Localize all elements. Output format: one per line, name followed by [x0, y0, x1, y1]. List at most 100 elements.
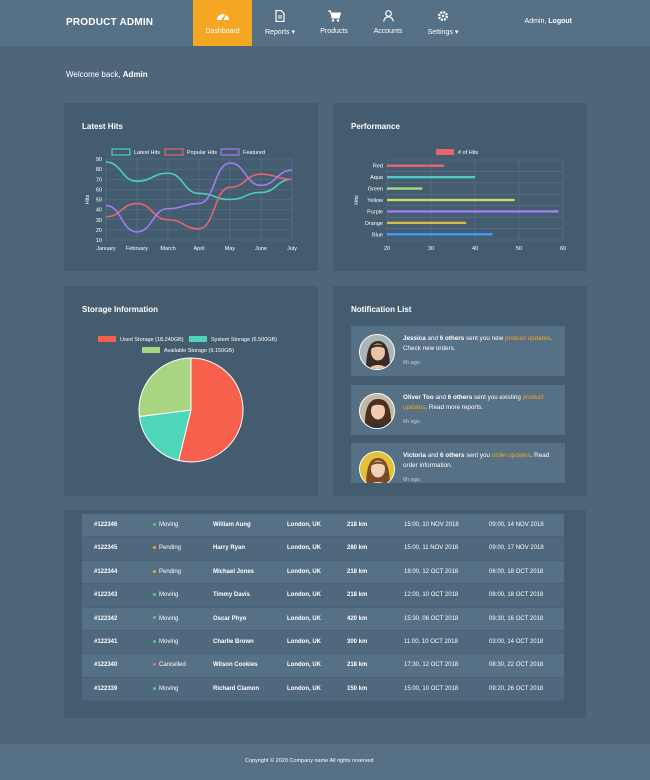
y-tick-label: 70: [96, 177, 102, 183]
welcome-name: Admin: [122, 70, 148, 79]
cell-end: 06:00, 18 OCT 2018: [489, 568, 544, 575]
orders-panel: #122346 Moving William Aung London, UK 218 k…: [64, 510, 586, 718]
table-row[interactable]: #122341 Moving Charlie Brown London, UK 300 …: [82, 630, 564, 655]
x-tick-label: 50: [516, 246, 522, 252]
notification-item[interactable]: Oliver Too and 6 others sent you existin…: [351, 385, 565, 435]
cell-location: London, UK: [287, 638, 321, 645]
user-name: Admin,: [524, 18, 547, 25]
cell-distance: 218 km: [347, 592, 368, 599]
table-row[interactable]: #122339 Moving Richard Clamon London, UK 150…: [82, 677, 564, 702]
x-tick-label: 60: [560, 246, 566, 252]
y-tick-label: 50: [96, 198, 102, 204]
brand-title[interactable]: PRODUCT ADMIN: [66, 17, 154, 28]
nav-reports[interactable]: Reports ▾: [256, 0, 304, 46]
y-tick-label: 40: [96, 208, 102, 214]
cell-distance: 218 km: [347, 662, 368, 669]
nav-settings[interactable]: Settings ▾: [420, 0, 466, 46]
nav-dashboard[interactable]: Dashboard: [193, 0, 252, 46]
status-label: Moving: [159, 592, 179, 599]
y-tick-label: Yellow: [367, 198, 383, 204]
status-label: Moving: [159, 522, 179, 528]
chevron-down-icon: ▾: [454, 29, 459, 36]
cell-start: 11:00, 10 OCT 2018: [404, 638, 458, 645]
legend-label: # of Hits: [458, 150, 478, 156]
table-row[interactable]: #122342 Moving Oscar Phyo London, UK 420 km 1…: [82, 607, 564, 631]
cart-icon: [312, 10, 356, 24]
cell-operator: Oscar Phyo: [213, 615, 247, 622]
table-row[interactable]: #122343 Moving Timmy Davis London, UK 218 km…: [82, 584, 564, 608]
notification-item[interactable]: Jessica and 6 others sent you new produc…: [351, 326, 565, 376]
welcome-message: Welcome back, Admin: [66, 70, 148, 79]
notification-others: 6 others: [447, 394, 473, 401]
legend-label: Used Storage (18.240GB): [120, 337, 184, 343]
cell-id: #122346: [94, 522, 118, 528]
notification-middle: and: [427, 452, 439, 459]
status-dot-icon: [153, 663, 156, 667]
cell-id: #122342: [94, 615, 118, 622]
cell-operator: Charlie Brown: [213, 638, 254, 645]
pie-slice: [138, 357, 192, 418]
legend-label: Featured: [243, 150, 265, 156]
cell-operator: Timmy Davis: [213, 592, 250, 599]
status-dot-icon: [153, 639, 156, 643]
status-label: Cancelled: [159, 662, 186, 669]
cell-id: #122339: [94, 685, 118, 692]
cell-start: 17:30, 12 OCT 2018: [404, 662, 459, 669]
table-row[interactable]: #122340 Cancelled Wilson Cookies London, UK…: [82, 654, 564, 678]
legend-swatch: [142, 347, 160, 353]
notification-item[interactable]: Victoria and 6 others sent you order upd…: [351, 443, 565, 483]
cell-status: Pending: [153, 545, 181, 551]
y-tick-label: Purple: [367, 209, 383, 215]
notification-link[interactable]: product updates: [403, 394, 544, 411]
notification-middle: and: [427, 335, 439, 342]
logout-link[interactable]: Logout: [548, 18, 572, 25]
bar: [387, 221, 467, 225]
notification-action: sent you: [466, 452, 491, 459]
notification-list[interactable]: Jessica and 6 others sent you new produc…: [351, 326, 565, 483]
status-dot-icon: [153, 593, 156, 597]
table-row[interactable]: #122346 Moving William Aung London, UK 218 k…: [82, 514, 564, 538]
table-row[interactable]: #122344 Pending Michael Jones London, UK 218…: [82, 560, 564, 585]
bar: [387, 175, 475, 179]
x-tick-label: June: [255, 246, 267, 252]
pie-slice: [178, 357, 244, 463]
notification-link[interactable]: order updates: [491, 452, 531, 459]
cell-location: London, UK: [287, 545, 321, 552]
user-icon: [365, 10, 411, 24]
nav-accounts-label: Accounts: [373, 28, 403, 35]
status-dot-icon: [153, 686, 156, 690]
notification-text: Jessica and 6 others sent you new produc…: [403, 334, 561, 353]
nav-products[interactable]: Products: [312, 0, 356, 46]
y-tick-label: 30: [96, 218, 102, 224]
cell-id: #122344: [94, 568, 118, 575]
table-row[interactable]: #122345 Pending Harry Ryan London, UK 280 km…: [82, 537, 564, 561]
cell-location: London, UK: [287, 522, 321, 528]
x-tick-label: February: [126, 246, 148, 252]
status-dot-icon: [153, 569, 156, 573]
x-tick-label: 30: [428, 246, 434, 252]
latest-hits-panel: Latest Hits 10 20 30 40 50 60 70 80 90 January Feb…: [64, 103, 318, 271]
cell-location: London, UK: [287, 615, 321, 622]
avatar: [359, 393, 395, 429]
cell-operator: Richard Clamon: [213, 685, 260, 692]
notification-link[interactable]: product updates: [504, 335, 551, 342]
cell-end: 09:30, 16 OCT 2018: [489, 615, 544, 622]
status-dot-icon: [153, 522, 156, 526]
nav-settings-label: Settings: [427, 29, 453, 36]
legend-swatch: [111, 148, 131, 156]
notification-others: 6 others: [440, 452, 465, 459]
nav-accounts[interactable]: Accounts: [365, 0, 411, 46]
legend-swatch: [164, 148, 184, 156]
bar: [387, 210, 559, 213]
latest-hits-title: Latest Hits: [82, 122, 123, 131]
gear-icon: [420, 10, 466, 24]
cell-location: London, UK: [287, 685, 321, 692]
performance-title: Performance: [351, 122, 400, 131]
y-tick-label: 90: [96, 157, 102, 163]
nav-dashboard-label: Dashboard: [205, 28, 240, 35]
legend-label: Available Storage (9.150GB): [164, 348, 234, 354]
cell-end: 03:00, 14 OCT 2018: [489, 638, 544, 645]
performance-chart: 20 30 40 50 60 Red Aqua Green Yellow Purple Orange…: [354, 149, 566, 252]
notification-action: sent you new: [466, 335, 504, 342]
cell-location: London, UK: [287, 592, 321, 599]
